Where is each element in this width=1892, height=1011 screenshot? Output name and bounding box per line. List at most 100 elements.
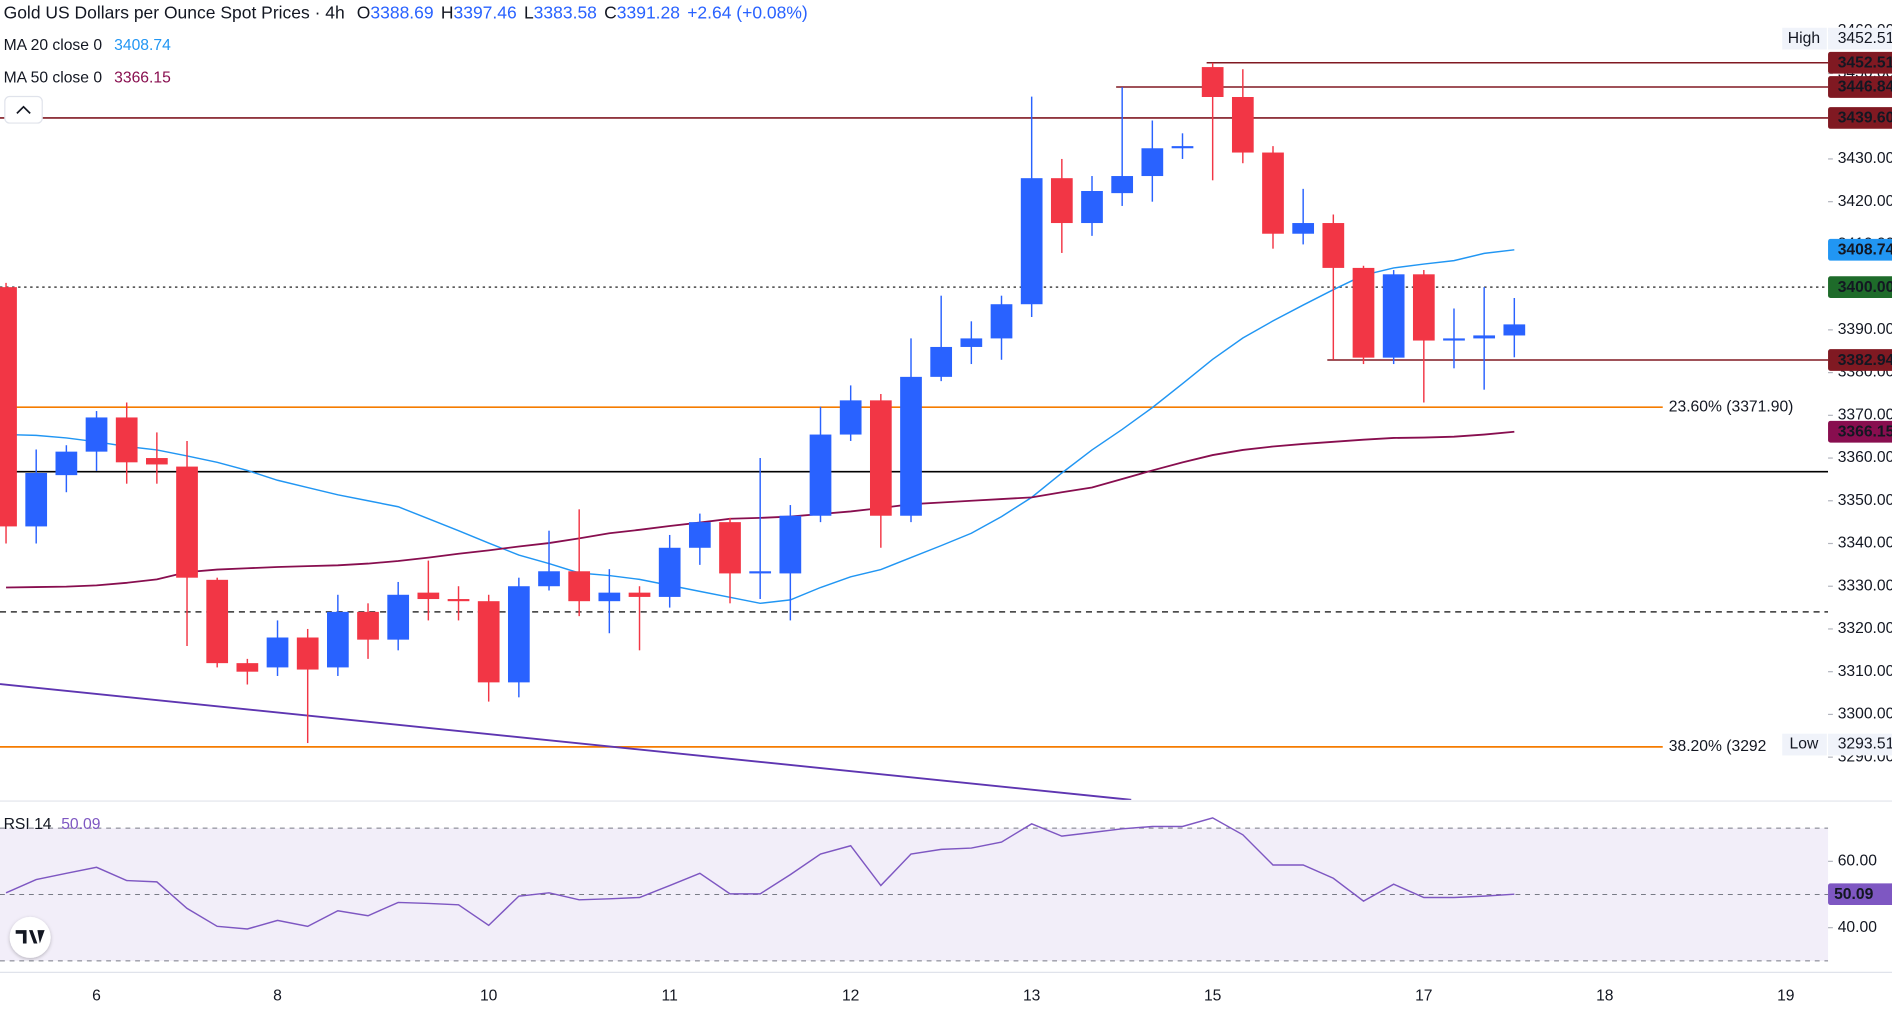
price-tag: [1828, 76, 1892, 98]
legend: Gold US Dollars per Ounce Spot Prices · …: [4, 2, 808, 87]
indicator-name: MA 20 close 0: [4, 37, 103, 54]
candle-body: [1081, 190, 1103, 224]
trendline: [0, 683, 1132, 800]
price-tag: [1828, 420, 1892, 443]
header: Gold US Dollars per Ounce Spot Prices · …: [4, 2, 808, 22]
extreme-box: [1782, 733, 1827, 756]
candle-body: [839, 400, 862, 435]
candle-body: [85, 417, 108, 452]
rsi-tag: [1828, 883, 1892, 906]
y-tick-label: 3310.00: [1838, 663, 1892, 680]
x-tick-label: 12: [842, 988, 859, 1005]
candle-body: [779, 515, 802, 574]
candle-body: [417, 592, 440, 600]
candle-body: [568, 571, 591, 602]
collapse-icon[interactable]: [16, 105, 31, 115]
price-tag: [1828, 238, 1892, 261]
ohlc-key: O: [357, 2, 371, 22]
candle-body: [266, 637, 289, 668]
price-tag-label: 3408.74: [1838, 242, 1892, 259]
candle-body: [507, 586, 530, 683]
candle-body: [1473, 335, 1496, 339]
y-tick-label: 3360.00: [1838, 449, 1892, 466]
y-tick-label: 3430.00: [1838, 150, 1892, 167]
candle-body: [1171, 146, 1194, 149]
collapse-button[interactable]: [4, 95, 43, 124]
candle-body: [538, 571, 560, 587]
y-tick-label: 3390.00: [1838, 321, 1892, 338]
x-tick-label: 6: [92, 988, 101, 1005]
price-tag-label: 3400.00: [1838, 279, 1892, 296]
collapse-button-box[interactable]: [4, 95, 43, 124]
x-tick-label: 15: [1204, 988, 1222, 1005]
candle-body: [1020, 178, 1043, 305]
indicator-value: 3366.15: [114, 70, 171, 87]
candle-body: [1050, 178, 1073, 224]
change-pct: (+0.08%): [736, 2, 807, 22]
candle-body: [357, 611, 379, 640]
extreme-value: 3452.51: [1838, 30, 1892, 47]
x-tick-label: 17: [1415, 988, 1432, 1005]
candle-body: [1352, 267, 1375, 358]
x-tick-label: 19: [1777, 988, 1794, 1005]
logo[interactable]: [9, 916, 51, 958]
candle-body: [688, 522, 711, 548]
candle-body: [598, 592, 621, 602]
candle-body: [1141, 148, 1164, 177]
extreme-box: [1782, 27, 1827, 50]
candle-body: [55, 451, 78, 476]
extreme-text: Low: [1790, 736, 1819, 753]
candle-body: [326, 611, 349, 668]
logo-mark[interactable]: [15, 930, 45, 944]
ohlc-value: 3383.58: [534, 2, 597, 22]
candle-body: [749, 571, 772, 574]
rsi-band: [0, 828, 1829, 961]
rsi-tick-label: 40.00: [1838, 919, 1878, 936]
candle-body: [869, 400, 892, 516]
ohlc-key: C: [604, 2, 617, 22]
ohlc-value: 3391.28: [617, 2, 680, 22]
x-tick-label: 18: [1596, 988, 1614, 1005]
candle-body: [387, 594, 410, 640]
y-tick-label: 3420.00: [1838, 193, 1892, 210]
candle-body: [1443, 338, 1465, 341]
price-tag-label: 3452.51: [1838, 55, 1892, 72]
ohlc-value: 3397.46: [454, 2, 517, 22]
x-tick-label: 11: [662, 988, 678, 1005]
candle-body: [1412, 274, 1435, 341]
rsi-value: 50.09: [61, 816, 100, 833]
extreme-value-box: [1828, 27, 1892, 50]
candle-body: [1292, 223, 1315, 234]
candle-body: [809, 434, 832, 516]
extreme-value: 3293.51: [1838, 736, 1892, 753]
candle-body: [0, 287, 17, 527]
price-tag-label: 3446.84: [1838, 79, 1892, 96]
time-axis: 6 8 10 11 12 13 15 17 18 19: [92, 988, 1794, 1005]
rsi-pane: 40.00 60.00 50.09 RSI 14 50.09: [0, 816, 1892, 962]
rsi-line: [5, 817, 1515, 930]
candle-body: [447, 599, 470, 602]
candle-body: [1111, 176, 1134, 194]
indicator-value: 3408.74: [114, 37, 171, 54]
candle-body: [1382, 274, 1405, 358]
candle-body: [1262, 152, 1284, 234]
candle-body: [25, 473, 48, 527]
candle-body: [1322, 223, 1345, 268]
main-pane: [0, 61, 1829, 800]
candle-body: [658, 547, 681, 597]
chart-title: Gold US Dollars per Ounce Spot Prices · …: [4, 2, 345, 22]
candle-body: [146, 458, 168, 465]
candle-body: [990, 304, 1013, 339]
ohlc-key: H: [441, 2, 454, 22]
price-tag: [1828, 51, 1892, 74]
indicator-legend: MA 20 close 0 3408.74: [4, 37, 171, 54]
rsi-legend: RSI 14 50.09: [4, 816, 101, 833]
indicator-legend: MA 50 close 0 3366.15: [4, 70, 171, 87]
rsi-tick-label: 60.00: [1838, 852, 1878, 869]
y-tick-label: 3340.00: [1838, 535, 1892, 552]
candle-body: [236, 663, 259, 672]
ohlc-key: L: [524, 2, 534, 22]
logo-circle[interactable]: [9, 916, 51, 958]
candle-body: [628, 592, 651, 597]
